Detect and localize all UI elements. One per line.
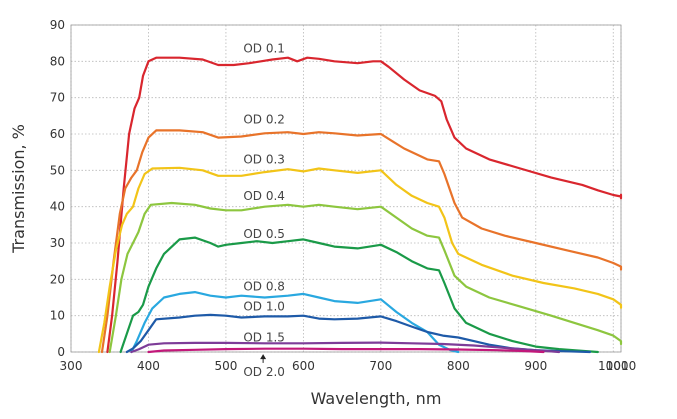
- x-tick-label: 800: [447, 359, 470, 373]
- plot-frame: [70, 24, 622, 353]
- y-tick-label: 70: [50, 91, 65, 105]
- x-tick-label: 400: [137, 359, 160, 373]
- y-tick-label: 90: [50, 18, 65, 32]
- x-tick-label: 500: [214, 359, 237, 373]
- series-line-03: [97, 166, 623, 354]
- x-tick-label: 900: [524, 359, 547, 373]
- series-label: OD 1.0: [243, 300, 285, 314]
- x-tick-label: 600: [292, 359, 315, 373]
- y-axis-title: Transmission, %: [9, 124, 28, 254]
- series-line-20: [147, 347, 545, 354]
- annotation-arrow-head: [260, 354, 267, 360]
- y-tick-label: 80: [50, 54, 65, 68]
- x-tick-label: 1010: [606, 359, 637, 373]
- y-tick-label: 50: [50, 163, 65, 177]
- series-label: OD 0.2: [243, 112, 285, 126]
- series-line-08: [130, 291, 460, 354]
- y-tick-label: 20: [50, 272, 65, 286]
- chart-axes: 0 10 20 30 40 50 60 70 80 90 300 400 500 600 700 800 900…: [50, 18, 637, 373]
- series-line-02: [100, 129, 623, 354]
- x-tick-label: 300: [60, 359, 83, 373]
- series-label: OD 0.8: [243, 280, 285, 294]
- series-line-15: [130, 341, 561, 354]
- y-tick-label: 10: [50, 309, 65, 323]
- y-tick-label: 40: [50, 200, 65, 214]
- series-label: OD 0.3: [243, 152, 285, 166]
- y-tick-label: 0: [57, 345, 65, 359]
- series-labels: OD 0.1 OD 0.2 OD 0.3 OD 0.4 OD 0.5 OD 0.8 OD 1…: [243, 42, 285, 379]
- series-line-04: [108, 201, 623, 354]
- series-line-01: [106, 56, 623, 354]
- series-line-05: [119, 236, 599, 354]
- series-label: OD 0.5: [243, 227, 285, 241]
- y-tick-label: 30: [50, 236, 65, 250]
- x-tick-label: 700: [369, 359, 392, 373]
- x-tick-label: 1000: [598, 359, 629, 373]
- series-label: OD 2.0: [243, 365, 285, 379]
- series-label: OD 0.1: [243, 42, 285, 56]
- chart-series: [97, 56, 623, 354]
- y-tick-label: 60: [50, 127, 65, 141]
- series-label: OD 1.5: [243, 330, 285, 344]
- x-axis-title: Wavelength, nm: [311, 389, 442, 408]
- series-label: OD 0.4: [243, 189, 285, 203]
- series-line-10: [125, 313, 592, 354]
